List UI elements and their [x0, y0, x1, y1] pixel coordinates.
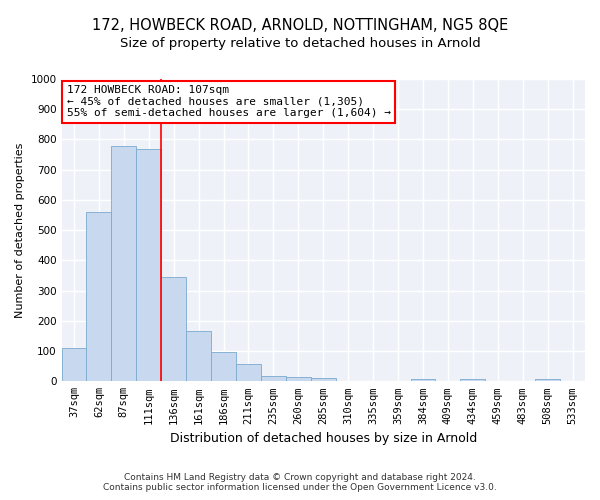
- Bar: [311, 378, 336, 382]
- Bar: [211, 352, 236, 382]
- Bar: [112, 146, 136, 382]
- Bar: [236, 364, 261, 382]
- Bar: [62, 348, 86, 382]
- Bar: [261, 376, 286, 382]
- Text: 172, HOWBECK ROAD, ARNOLD, NOTTINGHAM, NG5 8QE: 172, HOWBECK ROAD, ARNOLD, NOTTINGHAM, N…: [92, 18, 508, 32]
- X-axis label: Distribution of detached houses by size in Arnold: Distribution of detached houses by size …: [170, 432, 477, 445]
- Bar: [410, 379, 436, 382]
- Bar: [186, 332, 211, 382]
- Bar: [161, 277, 186, 382]
- Bar: [286, 378, 311, 382]
- Text: 172 HOWBECK ROAD: 107sqm
← 45% of detached houses are smaller (1,305)
55% of sem: 172 HOWBECK ROAD: 107sqm ← 45% of detach…: [67, 85, 391, 118]
- Bar: [86, 212, 112, 382]
- Text: Size of property relative to detached houses in Arnold: Size of property relative to detached ho…: [119, 38, 481, 51]
- Bar: [460, 379, 485, 382]
- Bar: [136, 148, 161, 382]
- Y-axis label: Number of detached properties: Number of detached properties: [15, 142, 25, 318]
- Text: Contains HM Land Registry data © Crown copyright and database right 2024.
Contai: Contains HM Land Registry data © Crown c…: [103, 473, 497, 492]
- Bar: [535, 379, 560, 382]
